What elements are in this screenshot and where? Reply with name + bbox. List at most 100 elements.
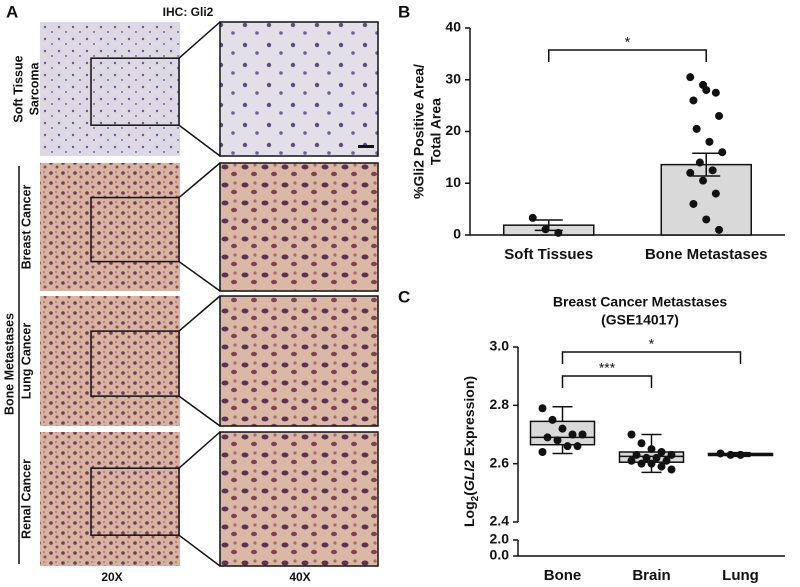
data-point [528, 213, 537, 222]
image-40x [219, 295, 379, 427]
data-point [568, 430, 577, 439]
image-20x [40, 296, 180, 426]
y-tick-label: 2.8 [490, 396, 510, 412]
y-tick-label: 2.6 [490, 454, 510, 470]
y-axis-label-part: GLI2 [461, 460, 477, 491]
data-point [711, 189, 720, 198]
y-tick-label: 0.0 [490, 547, 510, 563]
x-tick-label: Soft Tissues [504, 246, 593, 263]
data-point [652, 453, 661, 462]
panel-a: A IHC: Gli2 20X 40X [6, 2, 311, 584]
data-point [642, 453, 651, 462]
x-tick-label: Bone [544, 567, 582, 584]
data-point [657, 462, 666, 471]
data-point [718, 148, 727, 157]
zoom-line [178, 162, 221, 199]
chart-title: (GSE14017) [601, 312, 679, 328]
data-point [667, 465, 676, 474]
column-label: 40X [289, 570, 310, 584]
panel-label: A [6, 2, 18, 21]
row-label: Lung Cancer [19, 323, 33, 400]
data-point [627, 430, 636, 439]
whisker [552, 406, 573, 422]
panel-label: B [398, 2, 410, 21]
data-point [543, 433, 552, 442]
image-20x [40, 163, 180, 291]
data-point [578, 430, 587, 439]
data-point [637, 459, 646, 468]
data-point [699, 176, 708, 185]
y-tick-label: 40 [445, 19, 461, 35]
y-axis-label: Total Area [428, 98, 444, 165]
data-point [695, 158, 704, 167]
significance-label: * [649, 336, 655, 352]
data-point [692, 124, 701, 133]
chart-title: Breast Cancer Metastases [553, 294, 728, 310]
data-point [573, 442, 582, 451]
data-point [715, 225, 724, 234]
significance-bracket [561, 351, 742, 364]
significance-label: *** [599, 360, 616, 376]
y-tick-label: 0 [453, 226, 461, 242]
whisker [552, 444, 573, 455]
row-label: Renal Cancer [19, 459, 33, 539]
data-point [689, 96, 698, 105]
row-label: Breast Cancer [19, 184, 33, 269]
y-axis-label-part: ( [461, 491, 477, 496]
image-20x [40, 432, 180, 566]
data-point [716, 449, 725, 458]
zoom-line [178, 260, 221, 292]
error-bar [692, 152, 721, 177]
significance-label: * [625, 34, 631, 50]
row-group-label: Bone Metastases [2, 313, 16, 415]
zoom-line [178, 395, 221, 427]
data-point [708, 166, 717, 175]
column-label: 20X [101, 570, 122, 584]
data-point [662, 456, 671, 465]
data-point [702, 86, 711, 95]
y-tick-label: 30 [445, 70, 461, 86]
zoom-line [178, 534, 221, 567]
data-point [711, 88, 720, 97]
data-point [726, 450, 735, 459]
x-tick-label: Brain [632, 567, 670, 584]
data-point [637, 439, 646, 448]
panel-title: IHC: Gli2 [163, 5, 214, 19]
data-point [538, 404, 547, 413]
data-point [554, 228, 563, 237]
panel-label: C [398, 287, 410, 306]
data-point [715, 111, 724, 120]
data-point [558, 424, 567, 433]
data-point [563, 442, 572, 451]
inset-box [90, 467, 180, 536]
x-tick-label: Lung [722, 567, 759, 584]
zoom-line [178, 124, 221, 157]
y-axis-label-part: 2 [470, 495, 481, 501]
data-point [705, 137, 714, 146]
zoom-line [178, 21, 221, 59]
data-point [736, 450, 745, 459]
zoom-line [178, 295, 221, 332]
y-tick-label: 10 [445, 174, 461, 190]
inset-box [90, 330, 180, 397]
row-label: Soft Tissue [11, 55, 25, 122]
data-point [541, 225, 550, 234]
significance-bracket [561, 375, 653, 388]
data-point [548, 415, 557, 424]
data-point [632, 450, 641, 459]
image-40x [219, 162, 379, 292]
y-axis-label-part: Log [461, 501, 477, 527]
scale-bar [358, 145, 374, 148]
significance-bracket [548, 49, 707, 62]
data-point [657, 448, 666, 456]
data-point [667, 450, 676, 459]
image-20x [40, 22, 180, 156]
data-point [627, 456, 636, 465]
data-point [647, 459, 656, 468]
y-axis-label: %Gli2 Positive Area/ [411, 64, 427, 199]
y-axis-label: Log2(GLI2 Expression) [461, 376, 481, 527]
zoom-line [178, 431, 221, 469]
data-point [553, 436, 562, 445]
image-40x [219, 431, 379, 567]
